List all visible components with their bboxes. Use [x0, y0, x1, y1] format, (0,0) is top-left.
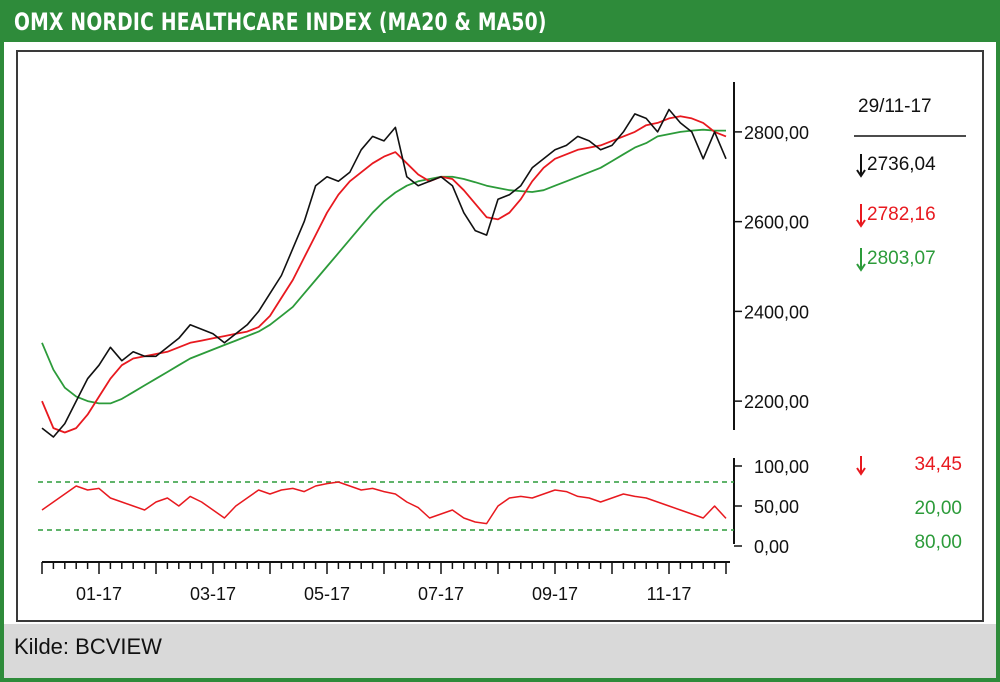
osc-y-tick-label: 100,00 — [754, 457, 809, 477]
x-tick-label: 09-17 — [532, 584, 578, 604]
latest-value-ma20: 2782,16 — [867, 204, 936, 225]
end-date-label: 29/11-17 — [858, 96, 932, 117]
latest-value-ma50: 2803,07 — [867, 248, 936, 269]
osc-side-value: 80,00 — [914, 532, 962, 553]
x-tick-label: 05-17 — [304, 584, 350, 604]
down-arrow-icon — [856, 169, 866, 178]
down-arrow-icon — [856, 263, 866, 272]
down-arrow-icon — [856, 219, 866, 228]
series-ma20-line — [41, 115, 727, 434]
series-price-line — [41, 108, 727, 438]
main-y-tick-label: 2800,00 — [744, 123, 809, 143]
chart-title: OMX NORDIC HEALTHCARE INDEX (MA20 & MA50… — [14, 8, 547, 36]
x-tick-label: 01-17 — [76, 584, 122, 604]
osc-y-tick-label: 0,00 — [754, 537, 789, 557]
main-y-tick-label: 2200,00 — [744, 392, 809, 412]
x-tick-label: 11-17 — [647, 584, 692, 604]
title-bar: OMX NORDIC HEALTHCARE INDEX (MA20 & MA50… — [4, 4, 996, 42]
osc-side-value: 20,00 — [914, 498, 962, 519]
main-y-tick-label: 2600,00 — [744, 213, 809, 233]
chart-panel: 2200,00 2400,00 2600,00 2800,00 100,00 50,00 0… — [16, 50, 984, 622]
main-y-tick-label: 2400,00 — [744, 302, 809, 322]
x-tick-label: 03-17 — [190, 584, 236, 604]
latest-value-price: 2736,04 — [867, 154, 936, 175]
source-bar: Kilde: BCVIEW — [4, 624, 996, 678]
x-tick-label: 07-17 — [418, 584, 464, 604]
osc-y-tick-label: 50,00 — [754, 497, 799, 517]
series-ma50-line — [41, 128, 726, 405]
source-label: Kilde: BCVIEW — [14, 634, 162, 659]
down-arrow-icon — [856, 467, 866, 476]
osc-side-value: 34,45 — [914, 454, 962, 475]
chart-svg: 2200,00 2400,00 2600,00 2800,00 100,00 50,00 0… — [38, 82, 966, 604]
series-rsi-line — [41, 481, 727, 525]
